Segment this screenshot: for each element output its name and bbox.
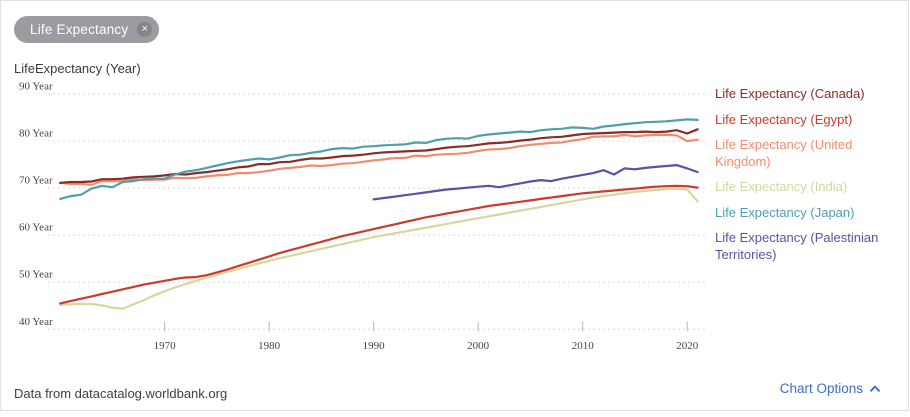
filter-chip-label: Life Expectancy — [30, 22, 129, 37]
y-tick-label: 80 Year — [19, 128, 53, 140]
series-line-2 — [59, 184, 699, 305]
series-line-1 — [59, 128, 699, 184]
legend-item-canada[interactable]: Life Expectancy (Canada) — [715, 86, 865, 101]
y-tick-label: 70 Year — [19, 175, 53, 187]
legend-item-japan[interactable]: Life Expectancy (Japan) — [715, 204, 855, 220]
x-tick-label: 1970 — [154, 340, 177, 352]
y-tick-label: 60 Year — [19, 222, 53, 234]
chart-options-button[interactable]: Chart Options — [780, 381, 881, 396]
series-line-5 — [59, 118, 699, 200]
y-tick-label: 50 Year — [19, 269, 53, 281]
x-tick-label: 1990 — [363, 340, 386, 352]
chevron-up-icon — [870, 385, 880, 392]
data-source-text: Data from datacatalog.worldbank.org — [14, 386, 228, 401]
series-line-3 — [59, 133, 699, 186]
legend-item-united-kingdom[interactable]: Life Expectancy (United Kingdom) — [715, 137, 853, 169]
series-line-4 — [59, 187, 699, 310]
legend-item-palestinian-territories[interactable]: Life Expectancy (Palestinian Territories… — [715, 230, 879, 262]
x-tick-label: 2010 — [572, 340, 595, 352]
x-tick-label: 2000 — [467, 340, 490, 352]
x-tick-label: 1980 — [258, 340, 281, 352]
y-axis-title: LifeExpectancy (Year) — [14, 61, 141, 76]
series-line-6 — [372, 164, 699, 201]
chart-options-label: Chart Options — [779, 381, 863, 396]
y-tick-label: 40 Year — [19, 316, 53, 328]
close-icon[interactable]: × — [137, 22, 153, 37]
y-tick-label: 90 Year — [19, 81, 53, 93]
legend-item-india[interactable]: Life Expectancy (India) — [715, 179, 848, 194]
line-chart: 90 Year 80 Year 70 Year 60 Year 50 Year 40 Ye… — [19, 81, 706, 352]
legend-item-egypt[interactable]: Life Expectancy (Egypt) — [715, 111, 853, 127]
filter-chip[interactable]: Life Expectancy × — [14, 16, 160, 43]
chart-legend: Life Expectancy (Canada) Life Expectancy… — [715, 86, 897, 263]
x-tick-label: 2020 — [676, 340, 699, 352]
